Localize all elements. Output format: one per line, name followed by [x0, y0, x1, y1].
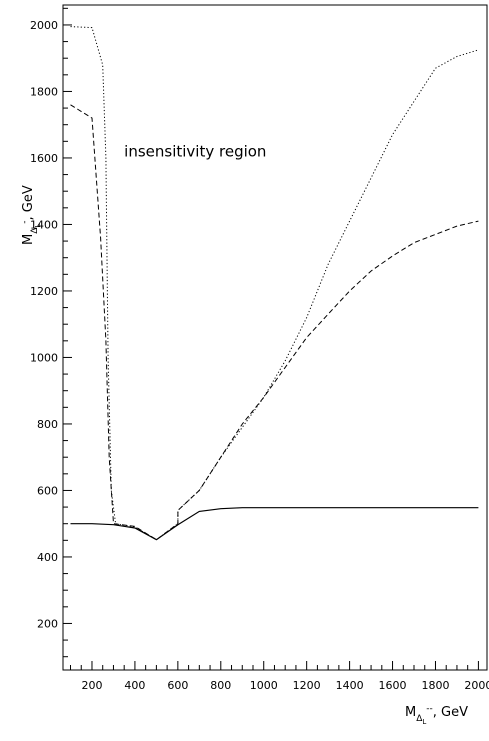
x-tick-label: 1600 [379, 679, 407, 692]
y-tick-label: 400 [37, 551, 58, 564]
y-tick-label: 200 [37, 617, 58, 630]
y-axis: 200 400 600 800 1000 1200 1400 1600 1800 2000 [30, 7, 72, 658]
y-tick-label: 600 [37, 484, 58, 497]
x-axis: 200 400 600 800 1000 1200 1400 1600 1800 2000 [70, 661, 489, 692]
annotation-insensitivity-region: insensitivity region [124, 142, 266, 160]
y-tick-label: 1600 [30, 152, 58, 165]
y-tick-label: 1400 [30, 218, 58, 231]
x-tick-label: 800 [210, 679, 231, 692]
y-axis-title: MΔL-, GeV [20, 185, 42, 245]
plot-frame [62, 4, 488, 671]
x-tick-label: 1000 [250, 679, 278, 692]
x-tick-label: 2000 [464, 679, 489, 692]
x-tick-label: 1800 [421, 679, 449, 692]
x-tick-label: 1400 [336, 679, 364, 692]
y-tick-label: 1000 [30, 351, 58, 364]
x-tick-label: 1200 [293, 679, 321, 692]
series-line-dotted [70, 26, 479, 541]
y-tick-label: 800 [37, 418, 58, 431]
series-line-solid [70, 507, 479, 541]
x-tick-label: 400 [124, 679, 145, 692]
series-line-dashed [70, 104, 479, 541]
x-tick-label: 200 [81, 679, 102, 692]
x-axis-title: MΔL--, GeV [405, 704, 468, 726]
y-tick-label: 2000 [30, 19, 58, 32]
y-tick-label: 1800 [30, 85, 58, 98]
y-tick-label: 1200 [30, 285, 58, 298]
x-tick-label: 600 [167, 679, 188, 692]
series-layer [70, 26, 479, 541]
